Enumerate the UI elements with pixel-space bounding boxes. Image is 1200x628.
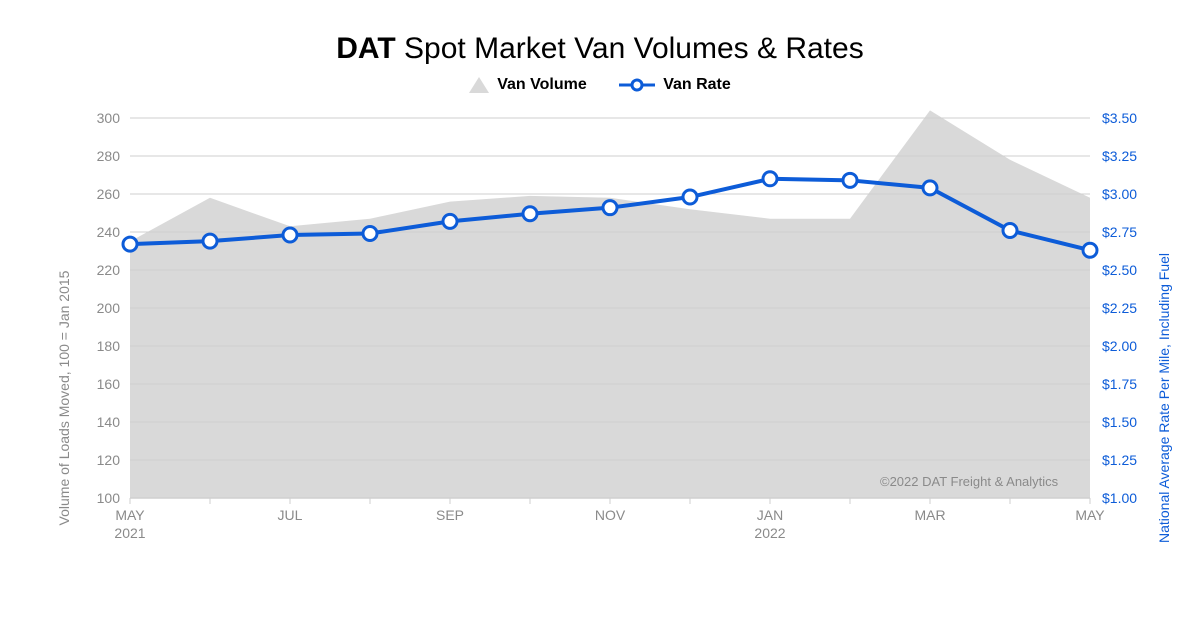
rate-marker [1003,223,1017,237]
legend-rate-label: Van Rate [663,76,731,94]
y-left-tick: 200 [97,300,121,316]
y-left-tick: 220 [97,262,121,278]
y-right-tick: $3.25 [1102,148,1137,164]
x-year-label: 2021 [114,525,145,541]
y-left-tick: 240 [97,224,121,240]
y-left-tick: 120 [97,452,121,468]
x-tick-label: MAY [115,507,145,523]
rate-marker [763,172,777,186]
y-right-tick: $2.25 [1102,300,1137,316]
rate-marker [683,190,697,204]
rate-marker [603,201,617,215]
y-right-tick: $3.50 [1102,110,1137,126]
x-tick-label: SEP [436,507,464,523]
rate-marker [203,234,217,248]
rate-marker [843,173,857,187]
rate-marker [443,214,457,228]
copyright-text: ©2022 DAT Freight & Analytics [880,474,1058,489]
y-left-tick: 140 [97,414,121,430]
y-left-tick: 300 [97,110,121,126]
y-right-axis-label: National Average Rate Per Mile, Includin… [1156,253,1172,543]
y-right-tick: $3.00 [1102,186,1137,202]
x-tick-label: MAR [914,507,945,523]
rate-marker [123,237,137,251]
y-right-tick: $2.00 [1102,338,1137,354]
rate-marker [923,181,937,195]
chart-area: Volume of Loads Moved, 100 = Jan 2015 Na… [0,98,1200,598]
chart-svg: 100 120 140 160 180 200 220 240 260 280 300 $1.00 $1… [0,98,1200,598]
y-left-tick: 280 [97,148,121,164]
chart-title: DAT Spot Market Van Volumes & Rates [0,32,1200,66]
legend: Van Volume Van Rate [0,76,1200,98]
y-left-tick: 160 [97,376,121,392]
rate-marker [1083,243,1097,257]
y-left-tick: 260 [97,186,121,202]
y-right-tick: $1.50 [1102,414,1137,430]
area-swatch-icon [469,77,489,93]
y-right-tick: $2.50 [1102,262,1137,278]
x-tick-label: NOV [595,507,626,523]
y-left-tick: 100 [97,490,121,506]
volume-area [130,110,1090,498]
title-bold: DAT [336,32,395,65]
y-right-tick: $1.25 [1102,452,1137,468]
line-swatch-icon [619,77,655,93]
legend-volume-label: Van Volume [497,76,587,94]
y-left-axis-label: Volume of Loads Moved, 100 = Jan 2015 [56,271,72,526]
legend-item-volume: Van Volume [469,76,587,94]
y-left-tick: 180 [97,338,121,354]
rate-marker [283,228,297,242]
y-right-tick: $1.75 [1102,376,1137,392]
y-right-tick: $1.00 [1102,490,1137,506]
x-tick-label: JUL [278,507,303,523]
y-right-tick: $2.75 [1102,224,1137,240]
legend-item-rate: Van Rate [619,76,731,94]
x-year-label: 2022 [754,525,785,541]
x-tick-label: JAN [757,507,783,523]
rate-marker [363,227,377,241]
rate-marker [523,207,537,221]
x-tick-label: MAY [1075,507,1105,523]
title-rest: Spot Market Van Volumes & Rates [396,32,864,65]
